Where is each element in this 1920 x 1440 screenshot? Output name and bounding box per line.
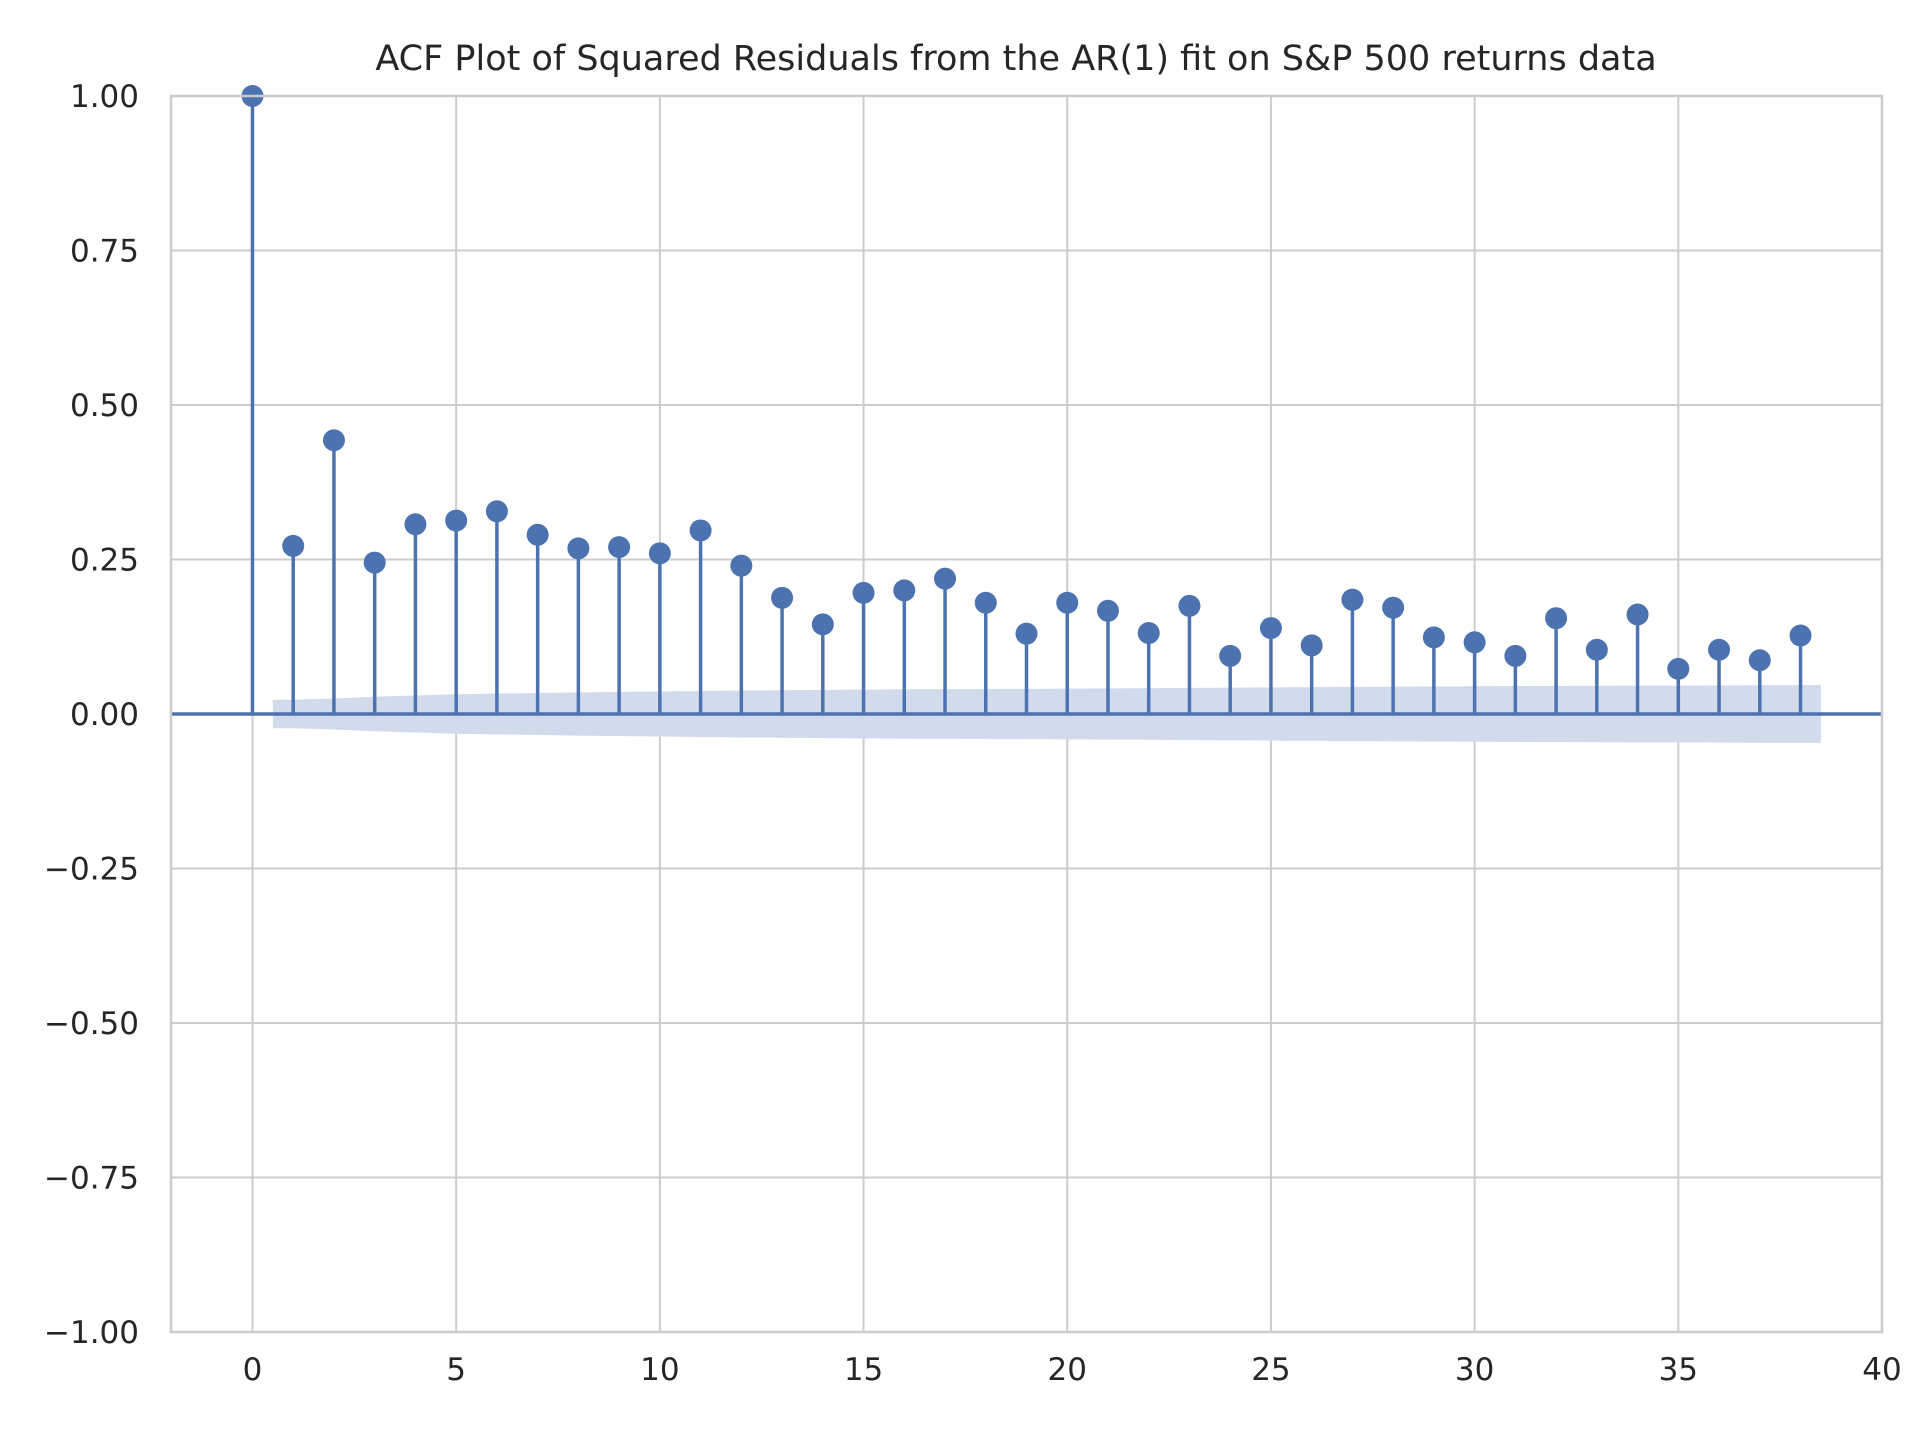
- y-tick-label: 0.25: [70, 543, 139, 579]
- y-tick-label: −1.00: [44, 1315, 139, 1351]
- acf-point: [1585, 638, 1608, 661]
- acf-point: [1504, 644, 1527, 667]
- x-tick-label: 15: [844, 1352, 883, 1388]
- acf-point: [771, 586, 794, 609]
- y-tick-label: −0.50: [44, 1006, 139, 1042]
- acf-point: [1463, 631, 1486, 654]
- stem-layer: [241, 85, 1812, 714]
- acf-point: [934, 567, 957, 590]
- acf-point: [404, 513, 427, 536]
- x-tick-label: 25: [1251, 1352, 1290, 1388]
- acf-point: [1056, 591, 1079, 614]
- x-tick-label: 5: [446, 1352, 466, 1388]
- acf-point: [1096, 599, 1119, 622]
- acf-point: [567, 537, 590, 560]
- y-tick-label: 1.00: [70, 79, 139, 115]
- acf-point: [1219, 644, 1242, 667]
- acf-point: [730, 554, 753, 577]
- y-tick-label: 0.00: [70, 697, 139, 733]
- acf-point: [1545, 607, 1568, 630]
- y-tick-label: −0.75: [44, 1161, 139, 1197]
- acf-point: [1789, 624, 1812, 647]
- acf-point: [1748, 649, 1771, 672]
- x-tick-label: 20: [1048, 1352, 1087, 1388]
- acf-point: [648, 542, 671, 565]
- acf-point: [811, 613, 834, 636]
- y-tick-label: −0.25: [44, 852, 139, 888]
- acf-point: [526, 523, 549, 546]
- x-tick-label: 30: [1455, 1352, 1494, 1388]
- acf-point: [1626, 603, 1649, 626]
- tick-label-layer: 0 5 10 15 20 25 30 35 40 1.00 0.75 0.50 0.25 0.00 −0.2…: [44, 79, 1902, 1388]
- x-tick-label: 35: [1659, 1352, 1698, 1388]
- acf-point: [893, 579, 916, 602]
- acf-point: [1259, 617, 1282, 640]
- acf-point: [282, 534, 305, 557]
- spine-layer: [169, 94, 1884, 1334]
- y-tick-label: 0.75: [70, 234, 139, 270]
- y-tick-label: 0.50: [70, 388, 139, 424]
- acf-point: [1015, 622, 1038, 645]
- acf-point: [485, 500, 508, 523]
- acf-point: [363, 551, 386, 574]
- x-tick-label: 0: [243, 1352, 263, 1388]
- acf-point: [1422, 626, 1445, 649]
- acf-point: [1178, 594, 1201, 617]
- x-tick-label: 10: [640, 1352, 679, 1388]
- x-tick-label: 40: [1862, 1352, 1901, 1388]
- acf-point: [852, 581, 875, 604]
- plot-frame: [169, 94, 1884, 1334]
- acf-point: [1382, 596, 1405, 619]
- acf-point: [1708, 638, 1731, 661]
- acf-point: [322, 429, 345, 452]
- acf-point: [445, 509, 468, 532]
- acf-point: [974, 591, 997, 614]
- acf-point: [1137, 622, 1160, 645]
- acf-point: [608, 536, 631, 559]
- acf-point: [689, 519, 712, 542]
- chart-title: ACF Plot of Squared Residuals from the A…: [375, 39, 1656, 79]
- acf-point: [1341, 588, 1364, 611]
- acf-point: [1300, 634, 1323, 657]
- acf-point: [1667, 657, 1690, 680]
